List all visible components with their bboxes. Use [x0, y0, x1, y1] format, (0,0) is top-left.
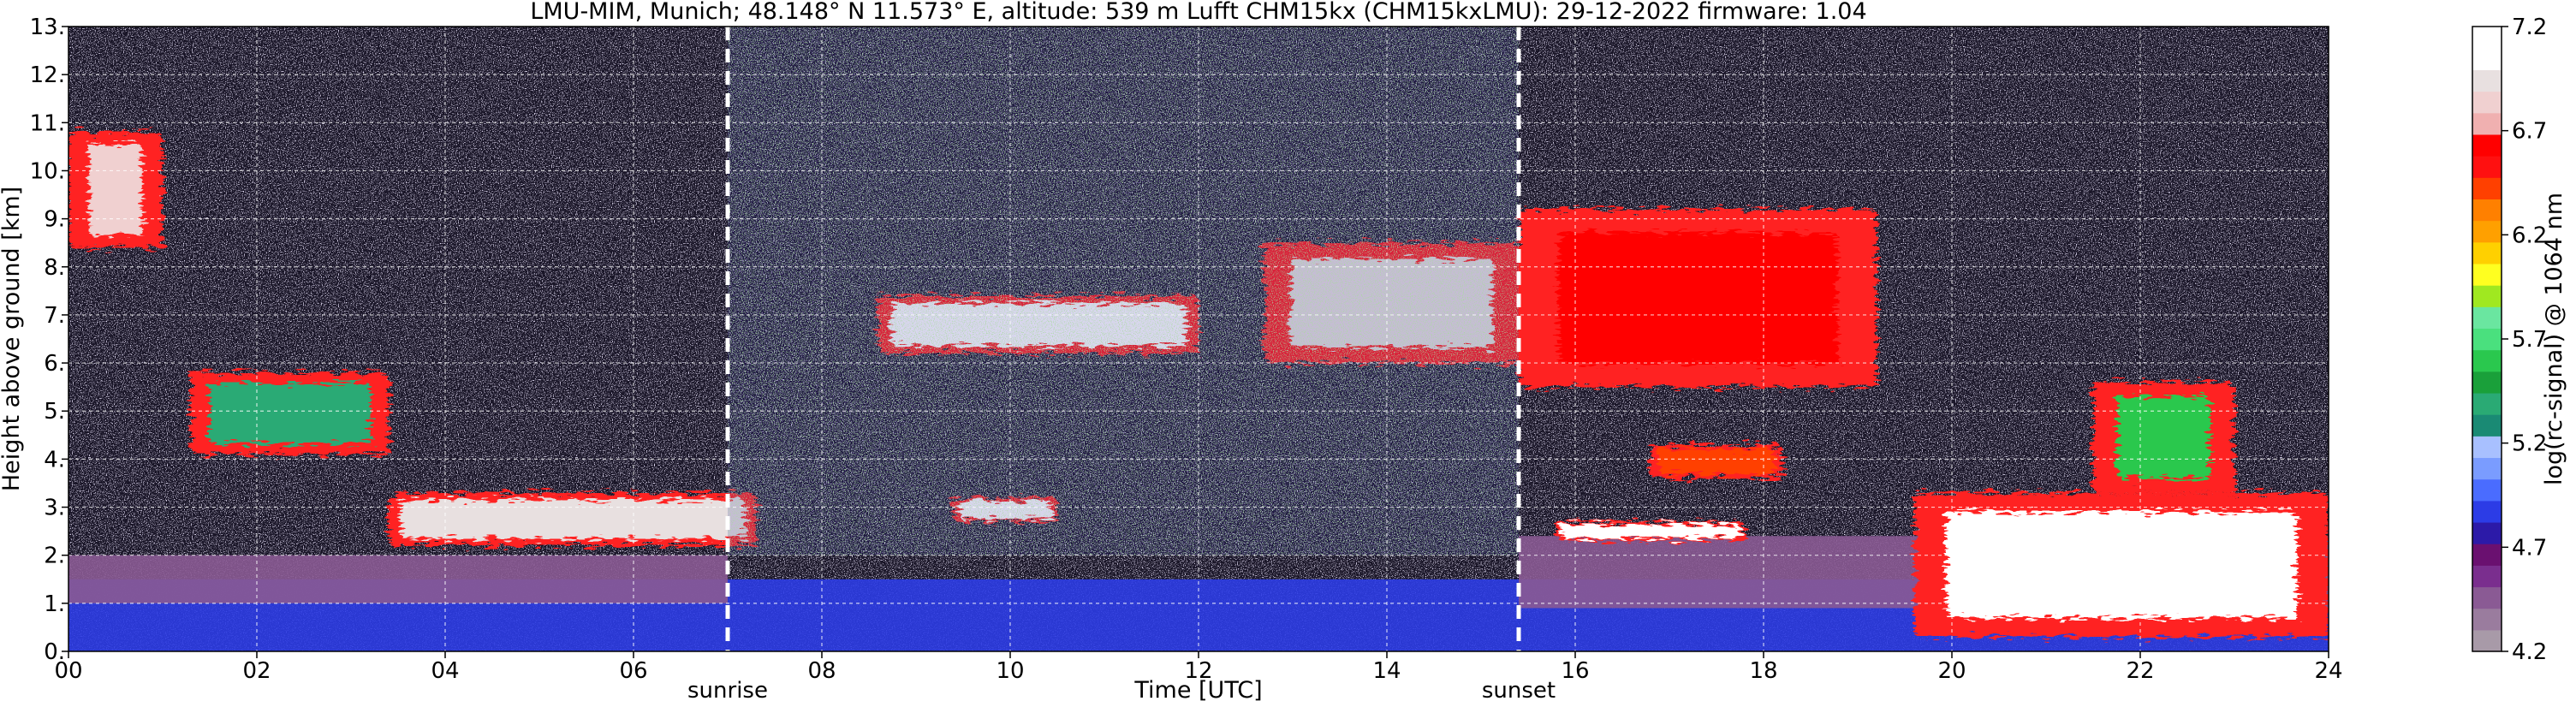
colorbar-swatch	[2472, 134, 2502, 157]
colorbar-tick-label: 5.2	[2512, 431, 2547, 457]
layer-cloud	[389, 492, 756, 546]
x-tick-label: 10	[996, 658, 1024, 684]
colorbar-swatch	[2472, 199, 2502, 222]
x-tick-label: 20	[1937, 658, 1966, 684]
y-tick-label: 8.	[44, 255, 65, 281]
layer-noise	[728, 27, 1519, 556]
colorbar-swatch	[2472, 27, 2502, 49]
x-tick-label: 12	[1184, 658, 1212, 684]
x-tick-label: 18	[1749, 658, 1777, 684]
layer-cloud	[1519, 209, 1877, 388]
colorbar-swatch	[2472, 306, 2502, 330]
x-tick-label: 02	[242, 658, 271, 684]
colorbar-swatch	[2472, 436, 2502, 459]
colorbar-tick-label: 7.2	[2512, 15, 2547, 40]
cloud-core	[1557, 232, 1838, 364]
x-tick-label: 06	[619, 658, 647, 684]
x-tick-label: 16	[1561, 658, 1589, 684]
noise-speckle	[728, 27, 1519, 556]
y-tick-label: 9.	[44, 207, 65, 233]
x-tick-label: 24	[2314, 658, 2342, 684]
colorbar-swatch	[2472, 241, 2502, 264]
cloud-core	[1946, 511, 2297, 618]
event-labels: sunrise sunset	[687, 678, 1556, 704]
layer-cloud	[1914, 492, 2329, 638]
cloud-core	[209, 383, 371, 444]
signal-layers	[68, 27, 2329, 651]
colorbar-swatch	[2472, 220, 2502, 243]
colorbar-swatch	[2472, 392, 2502, 415]
y-tick-label: 11.	[30, 110, 65, 136]
y-tick-label: 13.	[30, 15, 65, 40]
x-axis-ticks: 00 02 04 06 08 10 12 14 16 18 20 22 24	[54, 651, 2343, 684]
y-tick-label: 4.	[44, 447, 65, 472]
y-tick-label: 0.	[44, 639, 65, 665]
colorbar-swatch	[2472, 177, 2502, 199]
layer-band	[68, 555, 728, 603]
colorbar-swatch	[2472, 629, 2502, 652]
layer-cloud	[2093, 382, 2234, 493]
colorbar-tick-label: 4.7	[2512, 535, 2547, 561]
colorbar-tick-label: 4.2	[2512, 639, 2547, 665]
colorbar-swatch	[2472, 565, 2502, 588]
colorbar-swatch	[2472, 156, 2502, 178]
layer-cloud	[191, 372, 389, 454]
x-tick-label: 08	[807, 658, 836, 684]
colorbar-swatch	[2472, 112, 2502, 135]
y-tick-label: 10.	[30, 158, 65, 184]
grid	[68, 27, 2329, 651]
y-axis-label: Height above ground [km]	[0, 187, 25, 491]
x-tick-label: 04	[431, 658, 459, 684]
colorbar-tick-label: 6.2	[2512, 223, 2547, 248]
event-lines	[725, 27, 1521, 651]
colorbar-tick-label: 6.7	[2512, 119, 2547, 145]
colorbar-swatch	[2472, 371, 2502, 394]
y-tick-label: 1.	[44, 591, 65, 617]
y-tick-label: 6.	[44, 351, 65, 377]
colorbar: 4.2 4.7 5.2 5.7 6.2 6.7 7.2	[2472, 15, 2547, 665]
colorbar-swatch	[2472, 414, 2502, 437]
plot-area	[68, 26, 2329, 652]
sunrise-label: sunrise	[687, 678, 768, 704]
y-tick-label: 12.	[30, 62, 65, 88]
x-tick-label: 22	[2126, 658, 2154, 684]
colorbar-swatch	[2472, 500, 2502, 523]
x-tick-label: 14	[1372, 658, 1401, 684]
colorbar-swatch	[2472, 285, 2502, 307]
sunset-label: sunset	[1482, 678, 1556, 704]
colorbar-swatch	[2472, 328, 2502, 351]
colorbar-swatch	[2472, 608, 2502, 631]
cloud-core	[1560, 524, 1741, 538]
cloud-core	[89, 145, 142, 235]
colorbar-label: log(rc-signal) @ 1064 nm	[2541, 193, 2567, 485]
layer-cloud	[1651, 444, 1782, 478]
y-tick-label: 3.	[44, 496, 65, 521]
x-tick-label: 00	[54, 658, 82, 684]
colorbar-swatch	[2472, 586, 2502, 609]
layer-cloud	[1556, 521, 1745, 541]
cloud-core	[1657, 449, 1776, 474]
cloud-core	[2117, 396, 2210, 478]
colorbar-swatch	[2472, 91, 2502, 114]
colorbar-swatch	[2472, 48, 2502, 70]
colorbar-tick-label: 5.7	[2512, 327, 2547, 353]
colorbar-swatch	[2472, 349, 2502, 372]
colorbar-swatch	[2472, 69, 2502, 92]
colorbar-swatch	[2472, 544, 2502, 566]
y-tick-label: 7.	[44, 303, 65, 329]
cloud-core	[400, 499, 745, 539]
layer-cloud	[68, 132, 163, 248]
colorbar-swatch	[2472, 478, 2502, 502]
colorbar-swatch	[2472, 457, 2502, 480]
layer-aerosol-layer	[68, 555, 728, 603]
chart-title: LMU-MIM, Munich; 48.148° N 11.573° E, al…	[530, 0, 1866, 25]
x-axis-label: Time [UTC]	[1133, 677, 1262, 704]
y-tick-label: 5.	[44, 399, 65, 425]
colorbar-swatch	[2472, 263, 2502, 286]
y-tick-label: 2.	[44, 544, 65, 569]
y-axis-ticks: 0. 1. 2. 3. 4. 5. 6. 7. 8. 9. 10. 11. 12. 13.	[30, 15, 68, 665]
colorbar-swatch	[2472, 521, 2502, 544]
